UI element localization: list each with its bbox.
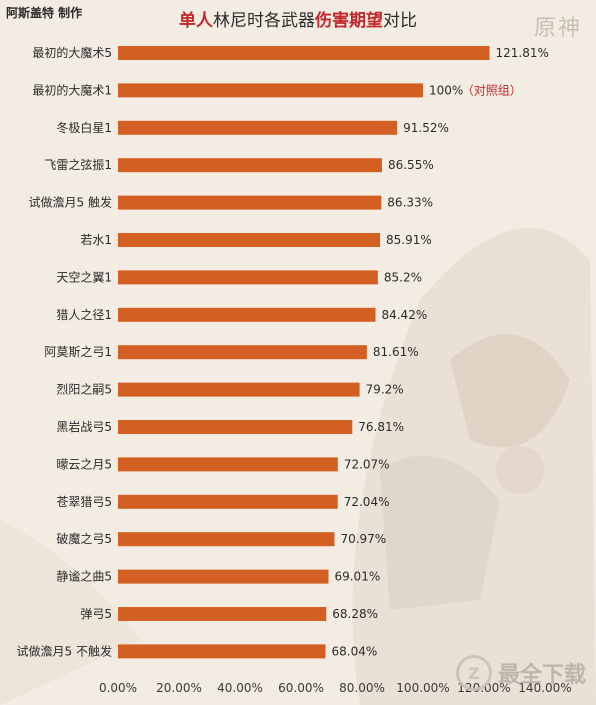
- category-label: 若水1: [80, 233, 112, 247]
- bar: [118, 569, 329, 584]
- bar: [118, 420, 353, 434]
- bar: [118, 307, 376, 322]
- genshin-logo: 原神: [533, 16, 582, 41]
- category-label: 试做澹月5 不触发: [17, 643, 112, 658]
- title-end: 对比: [383, 11, 417, 31]
- category-label: 最初的大魔术1: [32, 82, 112, 97]
- value-label: 76.81%: [358, 420, 404, 434]
- author-credit: 阿斯盖特 制作: [6, 6, 83, 20]
- value-label: 100%: [429, 83, 463, 97]
- bar: [118, 345, 367, 360]
- value-label: 85.2%: [384, 270, 422, 284]
- x-tick-label: 140.00%: [518, 681, 571, 695]
- site-watermark: Z 最全下载: [455, 655, 586, 691]
- category-label: 苍翠猎弓5: [56, 495, 112, 509]
- bar: [118, 457, 338, 472]
- value-label: 72.07%: [344, 457, 390, 471]
- category-label: 试做澹月5 触发: [29, 195, 112, 210]
- x-tick-label: 0.00%: [99, 681, 137, 695]
- bar: [118, 644, 326, 659]
- value-label: 86.33%: [387, 196, 433, 210]
- category-label: 弹弓5: [80, 607, 112, 621]
- category-label: 飞雷之弦振1: [44, 157, 112, 172]
- bar: [118, 532, 335, 547]
- category-label: 阿莫斯之弓1: [44, 345, 112, 359]
- bar: [118, 83, 423, 98]
- value-label: 69.01%: [334, 570, 380, 584]
- value-label: 70.97%: [340, 532, 386, 546]
- watermark-text: 最全下载: [497, 663, 586, 688]
- bar: [118, 158, 382, 173]
- bar: [118, 382, 360, 397]
- bar: [118, 607, 327, 621]
- title-middle: 林尼时各武器: [213, 11, 315, 31]
- bar: [118, 46, 490, 60]
- category-label: 黑岩战弓5: [56, 419, 112, 434]
- bar: [118, 494, 338, 509]
- value-label: 85.91%: [386, 233, 432, 247]
- value-label: 86.55%: [388, 158, 434, 172]
- x-tick-label: 60.00%: [278, 681, 324, 695]
- category-label: 最初的大魔术5: [32, 45, 112, 60]
- value-label: 84.42%: [381, 308, 427, 322]
- download-logo-icon: Z: [455, 655, 492, 691]
- x-tick-label: 100.00%: [396, 681, 449, 695]
- bar: [118, 195, 382, 210]
- bar: [118, 233, 381, 247]
- category-label: 曚云之月5: [56, 457, 112, 471]
- value-label: 68.28%: [332, 607, 378, 621]
- x-tick-label: 40.00%: [217, 681, 263, 695]
- category-label: 烈阳之嗣5: [56, 383, 112, 397]
- value-label: 81.61%: [373, 345, 419, 359]
- value-label: 121.81%: [496, 46, 549, 60]
- title-highlight-single: 单人: [179, 11, 213, 31]
- value-label: 68.04%: [332, 644, 378, 658]
- value-label: 72.04%: [344, 495, 390, 509]
- category-label: 静谧之曲5: [56, 570, 112, 584]
- value-label: 79.2%: [366, 383, 404, 397]
- category-label: 猎人之径1: [56, 308, 112, 322]
- category-label: 天空之翼1: [56, 270, 112, 284]
- category-label: 冬极白星1: [56, 120, 112, 135]
- bar: [118, 120, 398, 135]
- category-label: 破魔之弓5: [56, 531, 112, 546]
- chart-title: 单人林尼时各武器伤害期望对比: [0, 6, 596, 31]
- annotation-label: （对照组）: [462, 83, 522, 97]
- x-tick-label: 80.00%: [339, 681, 385, 695]
- x-tick-label: 20.00%: [156, 681, 202, 695]
- title-highlight-damage: 伤害期望: [315, 11, 383, 31]
- value-label: 91.52%: [403, 121, 449, 135]
- bar: [118, 270, 378, 285]
